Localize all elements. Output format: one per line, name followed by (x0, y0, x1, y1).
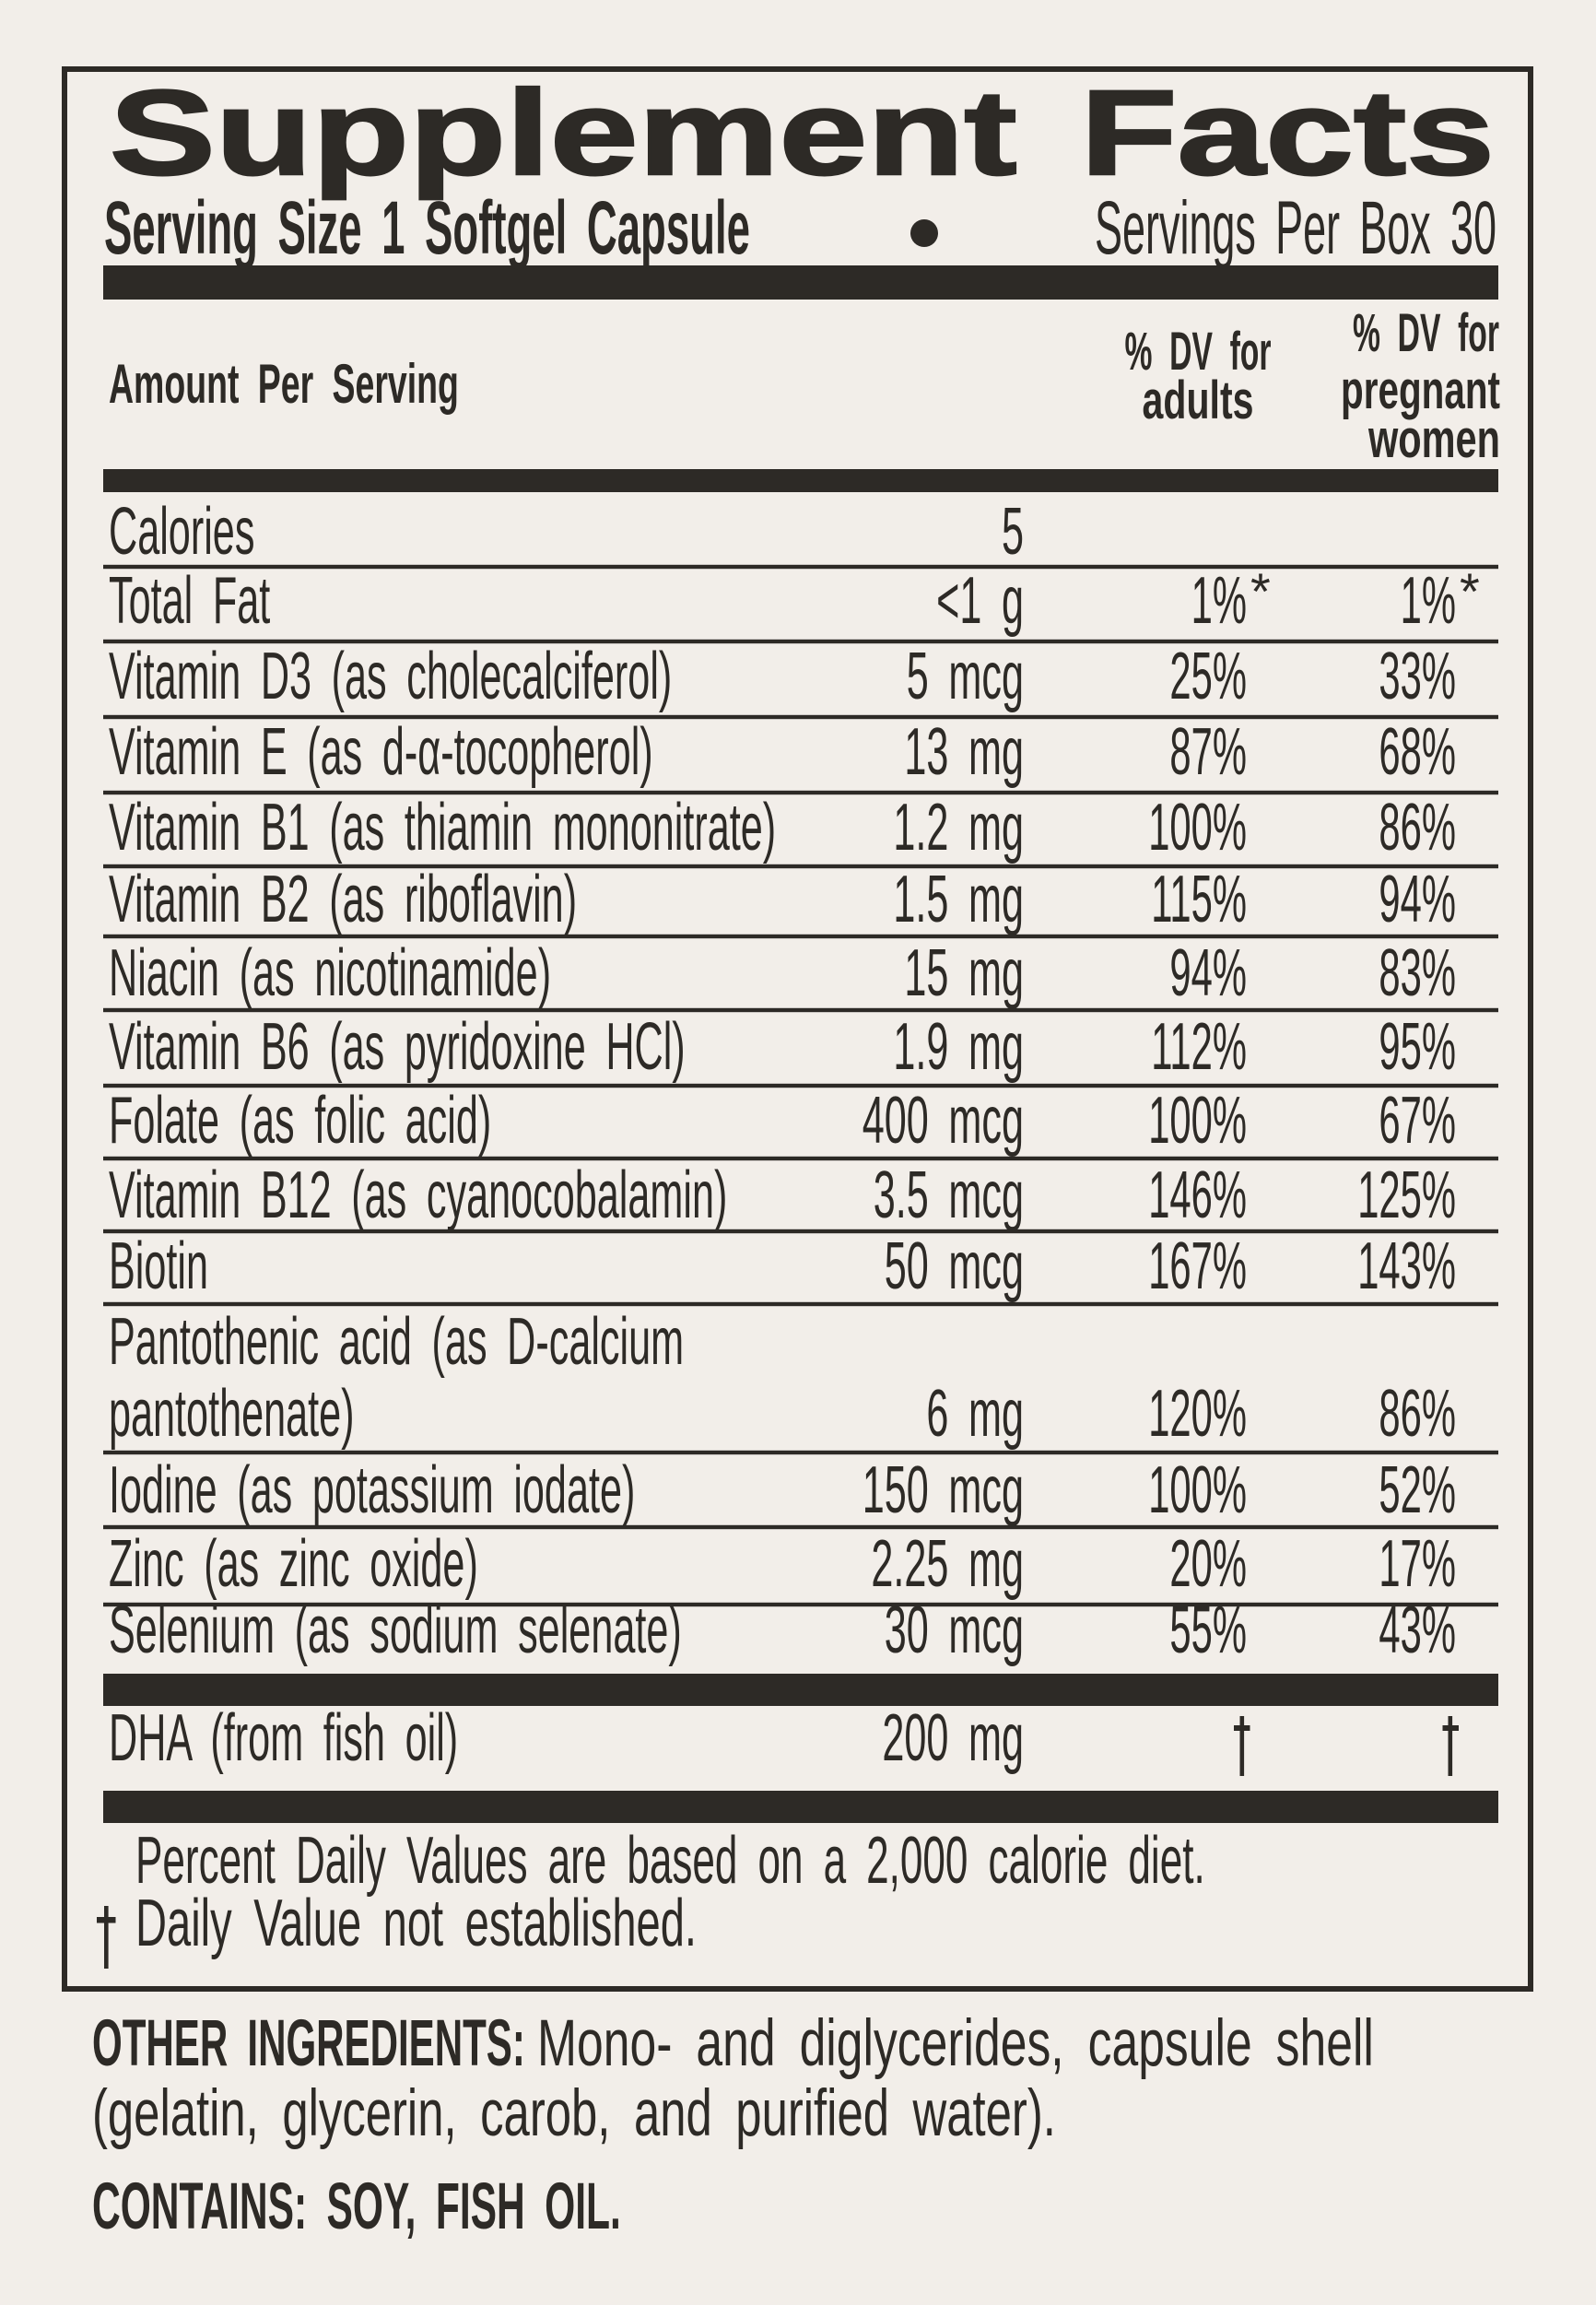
svg-text:1%: 1% (1401, 564, 1456, 638)
svg-text:86%: 86% (1379, 1377, 1456, 1451)
svg-text:94%: 94% (1169, 936, 1247, 1010)
svg-text:Servings Per Box 30: Servings Per Box 30 (1095, 186, 1496, 271)
svg-text:3.5 mcg: 3.5 mcg (874, 1158, 1024, 1232)
svg-text:pregnant: pregnant (1341, 360, 1500, 420)
svg-text:25%: 25% (1169, 640, 1247, 713)
svg-text:167%: 167% (1148, 1229, 1247, 1303)
svg-text:Calories: Calories (109, 494, 254, 569)
svg-text:86%: 86% (1379, 791, 1456, 864)
svg-text:20%: 20% (1169, 1527, 1247, 1601)
svg-text:Pantothenic acid (as D-calcium: Pantothenic acid (as D-calcium (109, 1304, 684, 1379)
svg-text:*: * (1460, 562, 1480, 620)
svg-text:13 mg: 13 mg (904, 714, 1024, 789)
svg-text:120%: 120% (1148, 1377, 1247, 1451)
svg-text:Selenium (as sodium selenate): Selenium (as sodium selenate) (109, 1593, 682, 1667)
svg-text:CONTAINS: SOY, FISH OIL.: CONTAINS: SOY, FISH OIL. (92, 2170, 621, 2243)
svg-text:112%: 112% (1151, 1010, 1247, 1084)
svg-text:Supplement Facts: Supplement Facts (110, 66, 1495, 201)
svg-text:100%: 100% (1148, 791, 1247, 864)
svg-text:143%: 143% (1357, 1229, 1456, 1303)
svg-text:87%: 87% (1169, 715, 1247, 789)
svg-text:Daily Value not established.: Daily Value not established. (135, 1886, 697, 1959)
svg-text:115%: 115% (1151, 863, 1247, 936)
svg-text:100%: 100% (1148, 1084, 1247, 1158)
svg-text:1.9 mg: 1.9 mg (893, 1009, 1024, 1084)
svg-text:OTHER INGREDIENTS:: OTHER INGREDIENTS: (92, 2007, 525, 2080)
svg-text:52%: 52% (1379, 1453, 1456, 1527)
svg-text:1%: 1% (1191, 564, 1247, 638)
svg-text:5: 5 (1002, 494, 1024, 569)
svg-text:(gelatin, glycerin, carob, and: (gelatin, glycerin, carob, and purified … (92, 2077, 1056, 2150)
svg-text:146%: 146% (1148, 1158, 1247, 1232)
svg-text:83%: 83% (1379, 936, 1456, 1010)
svg-text:Zinc (as zinc oxide): Zinc (as zinc oxide) (109, 1526, 478, 1601)
svg-text:<1 g: <1 g (936, 563, 1024, 638)
svg-text:5 mcg: 5 mcg (907, 639, 1024, 713)
svg-text:150 mcg: 150 mcg (863, 1452, 1024, 1527)
svg-text:Mono- and diglycerides, capsul: Mono- and diglycerides, capsule shell (537, 2007, 1374, 2080)
svg-text:94%: 94% (1379, 863, 1456, 936)
svg-text:Vitamin B2 (as riboflavin): Vitamin B2 (as riboflavin) (109, 862, 577, 936)
svg-text:2.25 mg: 2.25 mg (871, 1526, 1024, 1601)
svg-text:67%: 67% (1379, 1084, 1456, 1158)
svg-text:50 mcg: 50 mcg (885, 1229, 1024, 1303)
svg-text:*: * (1250, 562, 1271, 620)
svg-text:Vitamin B6 (as pyridoxine HCl): Vitamin B6 (as pyridoxine HCl) (109, 1009, 686, 1084)
svg-text:6 mg: 6 mg (926, 1376, 1024, 1451)
svg-text:Percent Daily Values are based: Percent Daily Values are based on a 2,00… (135, 1823, 1205, 1898)
svg-text:200 mg: 200 mg (882, 1700, 1024, 1775)
svg-text:women: women (1367, 408, 1500, 469)
svg-text:Total Fat: Total Fat (109, 563, 271, 638)
svg-text:pantothenate): pantothenate) (109, 1376, 355, 1451)
svg-text:Serving Size 1 Softgel Capsule: Serving Size 1 Softgel Capsule (104, 186, 750, 270)
svg-text:400 mcg: 400 mcg (863, 1083, 1024, 1158)
svg-text:adults: adults (1143, 370, 1254, 430)
svg-text:Niacin (as nicotinamide): Niacin (as nicotinamide) (109, 935, 551, 1010)
svg-text:95%: 95% (1379, 1010, 1456, 1084)
svg-text:30 mcg: 30 mcg (885, 1593, 1024, 1667)
svg-text:68%: 68% (1379, 715, 1456, 789)
svg-text:43%: 43% (1379, 1594, 1456, 1667)
svg-text:% DV for: % DV for (1125, 323, 1272, 382)
svg-text:DHA (from fish oil): DHA (from fish oil) (109, 1700, 458, 1775)
svg-text:Iodine (as potassium iodate): Iodine (as potassium iodate) (109, 1452, 635, 1527)
svg-text:Vitamin E (as d-α-tocopherol): Vitamin E (as d-α-tocopherol) (109, 714, 653, 789)
svg-text:Vitamin D3 (as cholecalciferol: Vitamin D3 (as cholecalciferol) (109, 639, 672, 713)
svg-text:15 mg: 15 mg (904, 935, 1024, 1010)
svg-text:Folate (as folic acid): Folate (as folic acid) (109, 1083, 491, 1158)
svg-text:Vitamin B1 (as thiamin mononit: Vitamin B1 (as thiamin mononitrate) (109, 790, 776, 864)
svg-text:100%: 100% (1148, 1453, 1247, 1527)
svg-text:1.2 mg: 1.2 mg (893, 790, 1024, 864)
svg-text:17%: 17% (1379, 1527, 1456, 1601)
svg-text:55%: 55% (1169, 1594, 1247, 1667)
svg-text:% DV for: % DV for (1353, 304, 1499, 364)
svg-text:1.5 mg: 1.5 mg (893, 862, 1024, 936)
svg-text:33%: 33% (1379, 640, 1456, 713)
svg-text:Vitamin B12 (as cyanocobalamin: Vitamin B12 (as cyanocobalamin) (109, 1158, 727, 1232)
svg-text:Biotin: Biotin (109, 1229, 208, 1303)
svg-text:Amount Per Serving: Amount Per Serving (109, 353, 459, 415)
svg-text:125%: 125% (1357, 1158, 1456, 1232)
